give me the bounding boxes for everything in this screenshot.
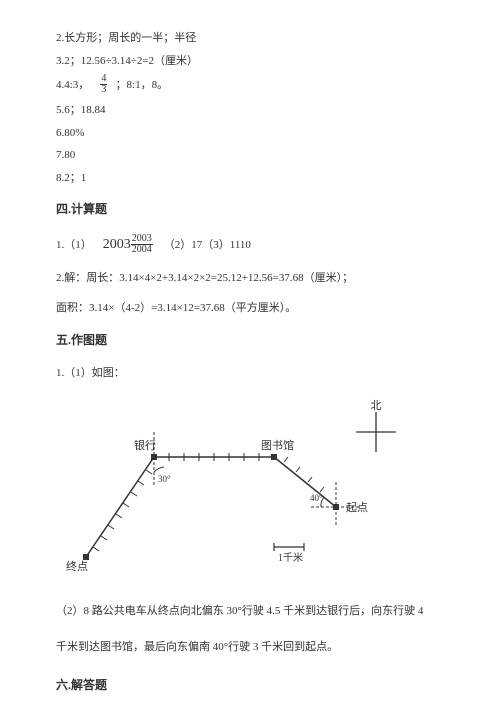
answer-line-4: 4.4:3， 4 3 ；8:1，8。 xyxy=(56,75,444,96)
angle-arc-30 xyxy=(154,467,164,472)
calc-q2b: 面积：3.14×（4-2）=3.14×12=37.68（平方厘米）。 xyxy=(56,300,444,317)
end-label: 终点 xyxy=(66,559,88,573)
angle-30-label: 30° xyxy=(158,474,171,484)
tick-marks-seg1 xyxy=(93,470,152,551)
answer-4-prefix: 4.4:3， xyxy=(56,79,89,91)
drawing-q1-label: 1.（1）如图： xyxy=(56,365,444,382)
answer-line-6: 6.80% xyxy=(56,125,444,142)
fraction-4-3: 4 3 xyxy=(100,74,107,95)
route-svg: 北 xyxy=(56,397,444,577)
answer-line-8: 8.2；1 xyxy=(56,170,444,187)
fraction-den: 2004 xyxy=(131,245,153,255)
drawing-q2b: 千米到达图书馆，最后向东偏南 40°行驶 3 千米回到起点。 xyxy=(56,639,444,656)
section-5-heading: 五.作图题 xyxy=(56,331,444,349)
library-label: 图书馆 xyxy=(261,438,294,452)
calc-q2a: 2.解：周长：3.14×4×2+3.14×2×2=25.12+12.56=37.… xyxy=(56,270,444,287)
bank-label: 银行 xyxy=(134,438,156,452)
angle-40-label: 40° xyxy=(310,493,323,503)
answer-line-3: 3.2；12.56÷3.14÷2=2（厘米） xyxy=(56,53,444,70)
calc-q1-big: 2003 xyxy=(103,237,131,252)
route-nodes xyxy=(83,454,339,560)
north-label: 北 xyxy=(371,399,382,412)
answer-line-2: 2.长方形；周长的一半；半径 xyxy=(56,30,444,47)
route-path xyxy=(86,457,336,557)
route-diagram: 北 xyxy=(56,397,444,583)
calc-q1: 1.（1） 2003 2003 2004 （2）17（3）1110 xyxy=(56,234,444,256)
tick-marks-seg3 xyxy=(284,457,324,492)
dashed-lines xyxy=(154,432,361,527)
fraction-2003-2004: 2003 2004 xyxy=(131,234,153,255)
start-label: 起点 xyxy=(346,501,368,514)
answer-line-7: 7.80 xyxy=(56,147,444,164)
answer-line-5: 5.6；18.84 xyxy=(56,102,444,119)
drawing-q2a: （2）8 路公共电车从终点向北偏东 30°行驶 4.5 千米到达银行后，向东行驶… xyxy=(56,603,444,620)
answer-4-suffix: ；8:1，8。 xyxy=(116,79,169,91)
section-4-heading: 四.计算题 xyxy=(56,200,444,218)
section-6-heading: 六.解答题 xyxy=(56,676,444,694)
scale-bar: 1千米 xyxy=(274,543,304,564)
calc-q1-rest: （2）17（3）1110 xyxy=(164,239,251,251)
calc-q1-prefix: 1.（1） xyxy=(56,239,92,251)
scale-label: 1千米 xyxy=(278,551,303,564)
fraction-den: 3 xyxy=(100,85,107,95)
